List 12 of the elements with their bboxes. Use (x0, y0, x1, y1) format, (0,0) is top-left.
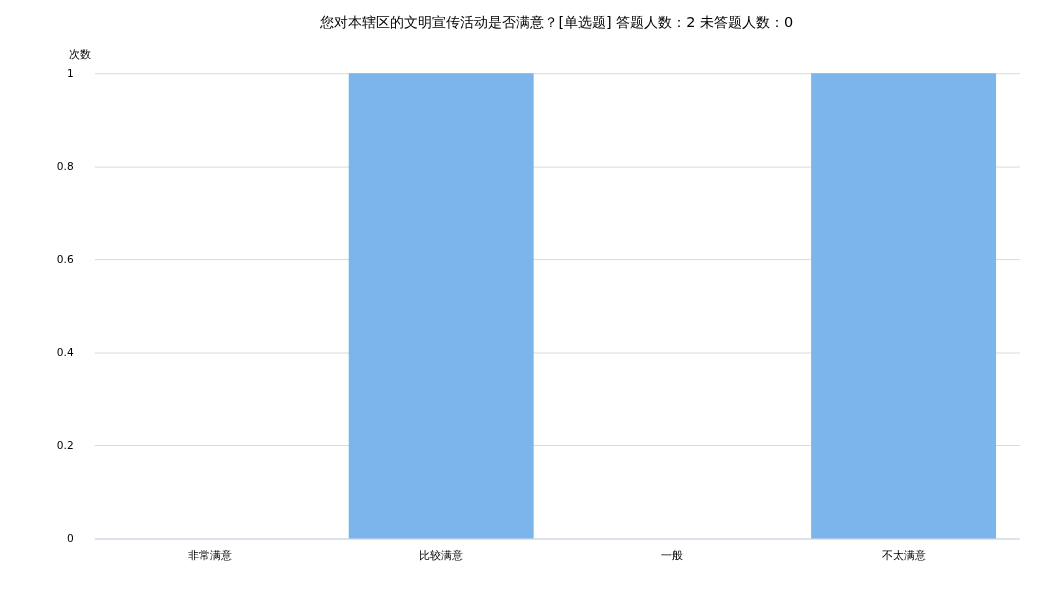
y-tick-label: 0.2 (56, 438, 74, 451)
x-tick-label: 一般 (661, 549, 684, 562)
x-tick-label: 比较满意 (419, 549, 464, 562)
x-tick-label: 非常满意 (188, 549, 232, 562)
y-tick-label: 0.6 (56, 252, 74, 265)
y-axis-title: 次数 (69, 48, 92, 61)
y-tick-label: 1 (66, 66, 74, 79)
chart-title: 您对本辖区的文明宣传活动是否满意？[单选题] 答题人数：2 未答题人数：0 (319, 13, 794, 30)
y-tick-label: 0.8 (56, 159, 74, 172)
y-tick-label: 0.4 (56, 345, 74, 358)
y-tick-label: 0 (66, 531, 74, 544)
x-tick-label: 不太满意 (881, 549, 926, 562)
